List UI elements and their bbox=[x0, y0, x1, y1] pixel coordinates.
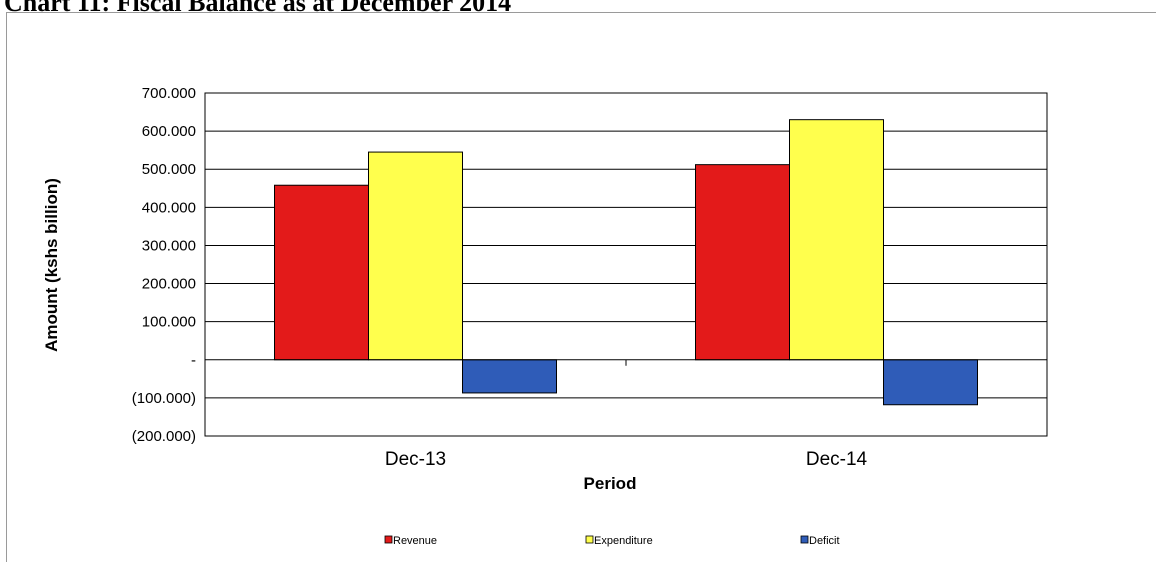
y-tick-label: 300.000 bbox=[142, 237, 196, 254]
legend-item-expenditure: Expenditure bbox=[585, 535, 653, 547]
y-tick-label: 500.000 bbox=[142, 161, 196, 178]
y-tick-label: 600.000 bbox=[142, 123, 196, 140]
y-tick-label: 400.000 bbox=[142, 199, 196, 216]
bar-deficit-dec-14 bbox=[883, 359, 978, 406]
legend-item-deficit: Deficit bbox=[800, 535, 840, 547]
y-tick-label: (100.000) bbox=[132, 390, 196, 407]
y-tick-label: 200.000 bbox=[142, 276, 196, 293]
bar-expenditure-dec-14 bbox=[789, 119, 884, 361]
y-tick-labels: 700.000 600.000 500.000 400.000 300.000 200.0… bbox=[132, 85, 196, 445]
legend-swatch bbox=[384, 535, 393, 544]
legend-item-revenue: Revenue bbox=[384, 535, 437, 547]
legend-label: Expenditure bbox=[594, 535, 653, 547]
legend: Revenue Expenditure Deficit bbox=[384, 535, 840, 547]
legend-label: Revenue bbox=[393, 535, 437, 547]
y-tick-label: 700.000 bbox=[142, 85, 196, 102]
bar-deficit-dec-13 bbox=[462, 359, 557, 394]
y-axis-title: Amount (kshs billion) bbox=[42, 178, 61, 352]
x-tick-label: Dec-13 bbox=[385, 449, 446, 470]
x-tick-labels: Dec-13 Dec-14 bbox=[385, 449, 868, 470]
chart-frame bbox=[6, 12, 1156, 562]
bar-revenue-dec-14 bbox=[695, 164, 790, 361]
y-tick-label: - bbox=[191, 352, 196, 369]
y-tick-label: (200.000) bbox=[132, 428, 196, 445]
y-tick-label: 100.000 bbox=[142, 314, 196, 331]
x-tick-label: Dec-14 bbox=[806, 449, 868, 470]
legend-swatch bbox=[800, 535, 809, 544]
bar-revenue-dec-13 bbox=[274, 184, 369, 361]
bar-expenditure-dec-13 bbox=[368, 151, 463, 361]
bars bbox=[274, 119, 978, 406]
legend-label: Deficit bbox=[809, 535, 840, 547]
x-axis-title: Period bbox=[584, 474, 637, 493]
legend-swatch bbox=[585, 535, 594, 544]
